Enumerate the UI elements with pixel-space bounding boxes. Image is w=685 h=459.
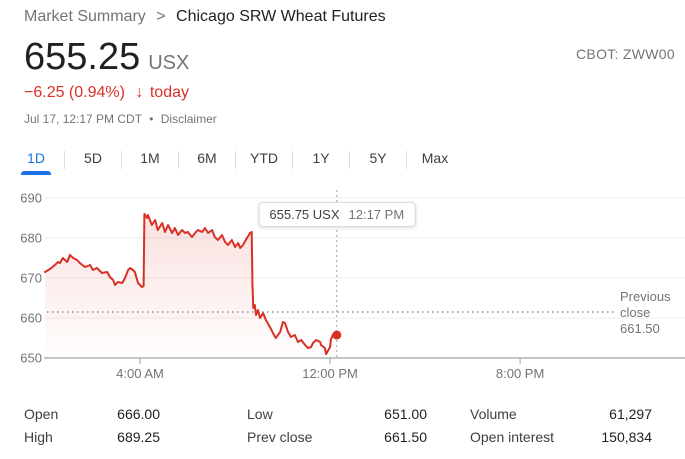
x-axis-tick-label: 12:00 PM <box>302 366 358 381</box>
tab-divider <box>178 150 179 169</box>
change-period: today <box>149 84 189 101</box>
price-row: 655.25 USX <box>24 36 189 79</box>
exchange-ticker: CBOT: ZWW00 <box>576 46 675 62</box>
disclaimer-link[interactable]: Disclaimer <box>160 112 217 126</box>
current-price-dot <box>332 330 342 340</box>
tab-divider <box>349 150 350 169</box>
tab-5d[interactable]: 5D <box>84 150 102 166</box>
price-unit: USX <box>148 52 190 74</box>
tab-5y[interactable]: 5Y <box>369 150 387 166</box>
price-line <box>44 213 338 355</box>
stat-high: High 689.25 <box>24 428 160 445</box>
quote-timestamp-row: Jul 17, 12:17 PM CDT • Disclaimer <box>24 112 217 126</box>
y-axis-tick-label: 680 <box>20 230 42 246</box>
tab-1d[interactable]: 1D <box>8 144 64 175</box>
time-range-tabs: 1D 5D 1M 6M YTD 1Y 5Y Max <box>8 144 463 175</box>
current-price: 655.25 <box>24 36 141 78</box>
stat-prev-close: Prev close 661.50 <box>247 428 427 445</box>
stat-open-interest: Open interest 150,834 <box>470 428 652 445</box>
y-axis-tick-label: 670 <box>20 270 42 286</box>
tab-divider <box>292 150 293 169</box>
tab-ytd[interactable]: YTD <box>250 150 278 166</box>
breadcrumb: Market Summary > Chicago SRW Wheat Futur… <box>24 8 386 26</box>
y-axis-tick-label: 660 <box>20 310 42 326</box>
tab-divider <box>235 150 236 169</box>
breadcrumb-market-summary-link[interactable]: Market Summary <box>24 8 146 25</box>
down-arrow-icon: ↓ <box>135 84 144 101</box>
dot-separator: • <box>149 112 154 126</box>
y-axis-tick-label: 650 <box>20 350 42 366</box>
y-axis-tick-label: 690 <box>20 190 42 206</box>
tab-1m[interactable]: 1M <box>140 150 160 166</box>
stat-low: Low 651.00 <box>247 405 427 422</box>
stats-column-1: Open 666.00 High 689.25 <box>24 402 160 448</box>
price-area-fill <box>45 214 337 358</box>
stats-column-2: Low 651.00 Prev close 661.50 <box>247 402 427 448</box>
tooltip-price: 655.75 USX <box>269 207 340 222</box>
tab-divider <box>406 150 407 169</box>
change-value: −6.25 (0.94%) <box>24 84 125 101</box>
tab-divider <box>121 150 122 169</box>
breadcrumb-instrument-title: Chicago SRW Wheat Futures <box>176 8 386 25</box>
stat-volume: Volume 61,297 <box>470 405 652 422</box>
chart-tooltip: 655.75 USX 12:17 PM <box>258 202 416 227</box>
previous-close-label: Previous close 661.50 <box>620 289 671 336</box>
breadcrumb-separator: > <box>156 8 166 25</box>
quote-timestamp: Jul 17, 12:17 PM CDT <box>24 112 142 126</box>
tab-max[interactable]: Max <box>421 150 449 166</box>
price-change: −6.25 (0.94%) ↓ today <box>24 84 189 102</box>
stats-column-3: Volume 61,297 Open interest 150,834 <box>470 402 652 448</box>
tab-6m[interactable]: 6M <box>197 150 217 166</box>
tab-1y[interactable]: 1Y <box>312 150 330 166</box>
stat-open: Open 666.00 <box>24 405 160 422</box>
x-axis-tick-label: 8:00 PM <box>495 366 545 381</box>
tab-divider <box>64 150 65 169</box>
tooltip-time: 12:17 PM <box>348 207 405 222</box>
x-axis-tick-label: 4:00 AM <box>116 366 164 381</box>
